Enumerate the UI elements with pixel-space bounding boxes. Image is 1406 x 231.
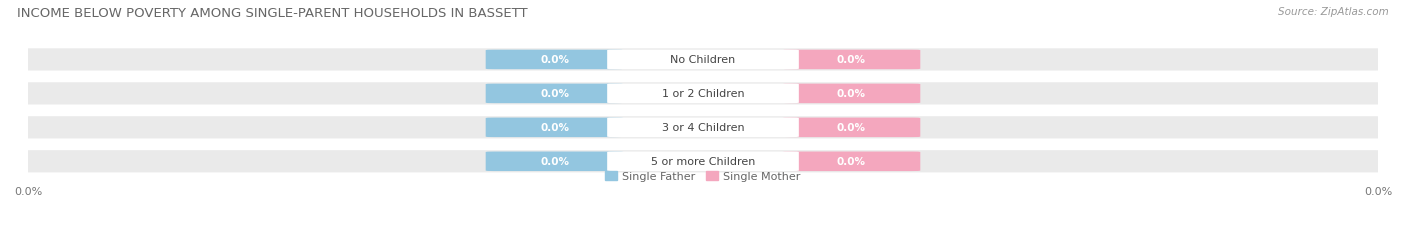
Text: 0.0%: 0.0% (837, 89, 866, 99)
FancyBboxPatch shape (18, 150, 1388, 173)
FancyBboxPatch shape (21, 50, 1385, 71)
FancyBboxPatch shape (485, 118, 623, 137)
Legend: Single Father, Single Mother: Single Father, Single Mother (600, 167, 806, 186)
Text: 3 or 4 Children: 3 or 4 Children (662, 123, 744, 133)
Text: 0.0%: 0.0% (837, 55, 866, 65)
Text: 0.0%: 0.0% (837, 123, 866, 133)
Text: 0.0%: 0.0% (540, 89, 569, 99)
Text: Source: ZipAtlas.com: Source: ZipAtlas.com (1278, 7, 1389, 17)
FancyBboxPatch shape (783, 50, 921, 70)
FancyBboxPatch shape (485, 152, 623, 171)
FancyBboxPatch shape (18, 49, 1388, 71)
FancyBboxPatch shape (607, 84, 799, 104)
FancyBboxPatch shape (21, 117, 1385, 138)
Text: 0.0%: 0.0% (540, 123, 569, 133)
FancyBboxPatch shape (783, 84, 921, 104)
FancyBboxPatch shape (783, 152, 921, 171)
Text: 0.0%: 0.0% (540, 55, 569, 65)
Text: 0.0%: 0.0% (540, 157, 569, 167)
FancyBboxPatch shape (607, 118, 799, 137)
FancyBboxPatch shape (607, 50, 799, 70)
FancyBboxPatch shape (485, 84, 623, 104)
FancyBboxPatch shape (783, 118, 921, 137)
Text: No Children: No Children (671, 55, 735, 65)
FancyBboxPatch shape (18, 117, 1388, 139)
Text: 1 or 2 Children: 1 or 2 Children (662, 89, 744, 99)
FancyBboxPatch shape (21, 83, 1385, 104)
FancyBboxPatch shape (18, 83, 1388, 105)
Text: INCOME BELOW POVERTY AMONG SINGLE-PARENT HOUSEHOLDS IN BASSETT: INCOME BELOW POVERTY AMONG SINGLE-PARENT… (17, 7, 527, 20)
FancyBboxPatch shape (21, 151, 1385, 172)
FancyBboxPatch shape (485, 50, 623, 70)
FancyBboxPatch shape (607, 152, 799, 171)
Text: 0.0%: 0.0% (837, 157, 866, 167)
Text: 5 or more Children: 5 or more Children (651, 157, 755, 167)
